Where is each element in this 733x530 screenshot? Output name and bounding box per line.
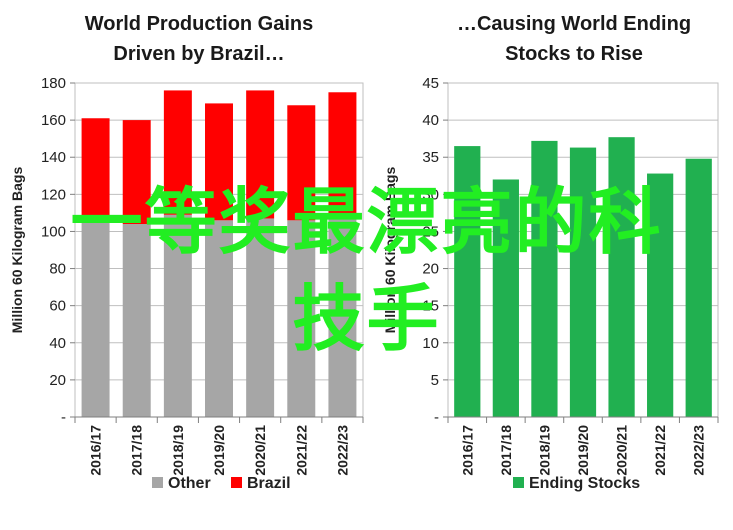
y-tick-label: 100 [41, 223, 66, 240]
x-tick-label: 2017/18 [498, 425, 514, 476]
chart-title-line: Driven by Brazil… [113, 43, 284, 65]
chart-title-line: Stocks to Rise [505, 43, 643, 65]
bar-ending-stocks [685, 158, 712, 417]
y-tick-label: 40 [422, 112, 439, 129]
y-tick-label: 40 [49, 335, 66, 352]
x-tick-label: 2019/20 [575, 425, 591, 476]
y-tick-label: - [434, 409, 439, 426]
bar-brazil [246, 90, 275, 219]
x-tick-label: 2020/21 [614, 425, 630, 476]
x-tick-label: 2020/21 [252, 425, 268, 476]
legend-swatch [513, 477, 524, 488]
legend-swatch [231, 477, 242, 488]
x-tick-label: 2017/18 [129, 425, 145, 476]
bar-brazil [122, 120, 151, 225]
y-tick-label: 20 [422, 261, 439, 278]
bar-other [163, 214, 192, 417]
y-tick-label: 10 [422, 335, 439, 352]
x-tick-label: 2021/22 [652, 425, 668, 476]
y-tick-label: 45 [422, 75, 439, 92]
y-tick-label: 180 [41, 75, 66, 92]
y-tick-label: 120 [41, 186, 66, 203]
y-tick-label: 25 [422, 223, 439, 240]
bar-other [205, 220, 233, 417]
bar-other [287, 220, 316, 417]
bar-other [122, 224, 151, 417]
x-tick-label: 2022/23 [334, 425, 350, 476]
y-tick-label: - [61, 409, 66, 426]
bar-ending-stocks [492, 179, 519, 417]
legend-label: Other [168, 475, 211, 492]
bar-ending-stocks [569, 147, 597, 417]
x-tick-label: 2021/22 [293, 425, 309, 476]
x-tick-label: 2019/20 [211, 425, 227, 476]
legend-label: Ending Stocks [529, 475, 640, 492]
y-axis-label: Million 60 Kilogram Bags [382, 167, 398, 334]
bar-ending-stocks [608, 137, 635, 417]
chart-1: World Production Gains Driven by Brazil… -… [9, 13, 364, 492]
x-tick-label: 2016/17 [88, 425, 104, 476]
bar-ending-stocks [454, 146, 481, 418]
y-tick-label: 5 [431, 372, 439, 389]
bar-other [81, 222, 110, 417]
y-tick-label: 15 [422, 298, 439, 315]
chart-title-line: …Causing World Ending [457, 13, 691, 35]
chart-2: …Causing World Ending Stocks to Rise - 5 10 1… [382, 13, 719, 492]
legend-swatch [152, 477, 163, 488]
bar-ending-stocks [531, 140, 558, 418]
bar-ending-stocks [647, 173, 674, 417]
bar-brazil [163, 90, 192, 215]
y-tick-label: 20 [49, 372, 66, 389]
bar-other [246, 218, 275, 417]
x-tick-label: 2022/23 [691, 425, 707, 476]
x-tick-label: 2018/19 [170, 425, 186, 476]
y-tick-label: 35 [422, 149, 439, 166]
bar-brazil [205, 103, 233, 221]
chart-title-line: World Production Gains [85, 13, 314, 35]
legend-label: Brazil [247, 475, 291, 492]
x-tick-label: 2016/17 [459, 425, 475, 476]
bar-brazil [81, 118, 110, 223]
bar-brazil [287, 105, 316, 221]
y-tick-label: 60 [49, 298, 66, 315]
y-tick-label: 30 [422, 186, 439, 203]
bar-brazil [328, 92, 357, 219]
x-tick-label: 2018/19 [536, 425, 552, 476]
y-axis-label: Million 60 Kilogram Bags [9, 167, 25, 334]
bar-other [328, 218, 357, 417]
y-tick-label: 80 [49, 261, 66, 278]
y-tick-label: 140 [41, 149, 66, 166]
y-tick-label: 160 [41, 112, 66, 129]
